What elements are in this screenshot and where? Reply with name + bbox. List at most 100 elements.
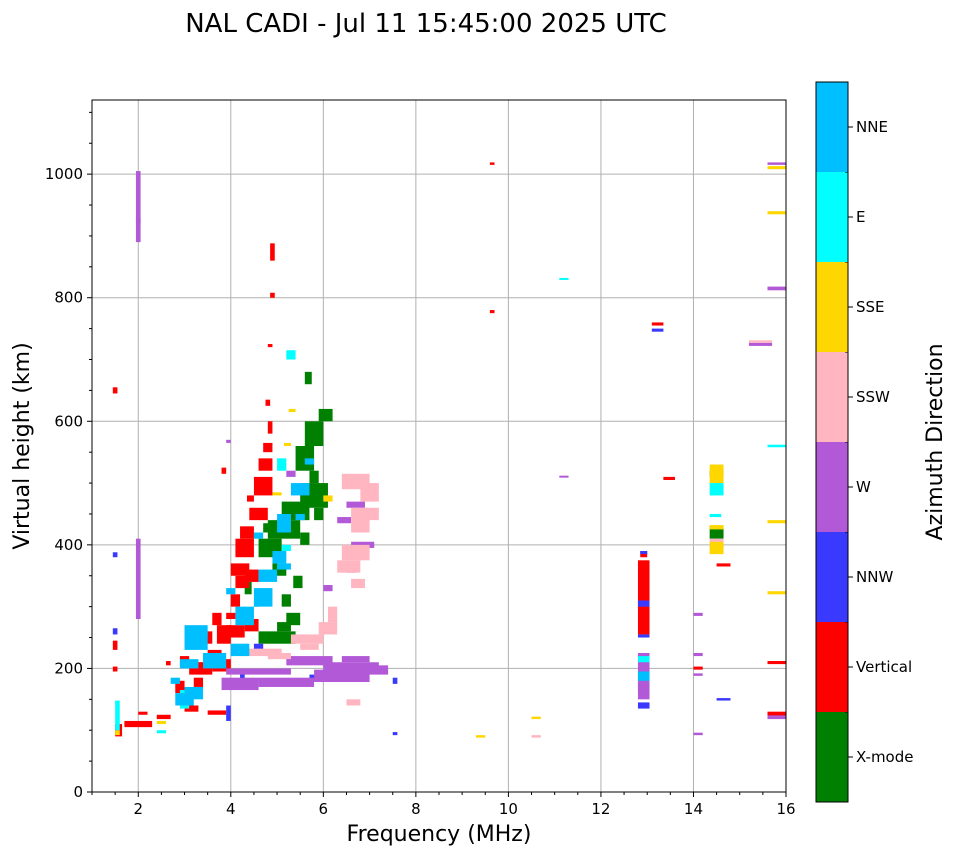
echo-trace <box>640 551 648 555</box>
series-nne <box>170 458 650 706</box>
echo-trace <box>112 666 118 672</box>
echo-trace <box>115 730 120 736</box>
colorbar-label-x-mode: X-mode <box>856 748 913 766</box>
echo-trace <box>230 643 250 657</box>
echo-trace <box>323 495 333 502</box>
echo-trace <box>253 532 264 539</box>
echo-trace <box>290 483 310 496</box>
echo-trace <box>277 563 291 570</box>
echo-trace <box>346 665 389 675</box>
echo-trace <box>221 467 227 474</box>
echo-trace <box>290 634 324 644</box>
series-sse <box>115 166 786 738</box>
echo-trace <box>748 342 773 346</box>
echo-trace <box>270 292 275 298</box>
echo-trace <box>175 680 185 694</box>
echo-trace <box>156 714 171 720</box>
echo-trace <box>318 622 338 635</box>
echo-trace <box>767 661 786 665</box>
echo-trace <box>346 699 361 706</box>
echo-trace <box>637 634 650 638</box>
echo-trace <box>767 715 786 720</box>
echo-trace <box>293 575 303 589</box>
echo-trace <box>267 652 291 660</box>
echo-trace <box>693 652 703 657</box>
x-tick-label: 8 <box>411 800 421 818</box>
y-axis-ticks: 0 200 400 600 800 1000 <box>45 111 92 801</box>
series-x-mode <box>244 371 724 644</box>
echo-trace <box>235 606 254 626</box>
echo-trace <box>244 569 259 582</box>
echo-trace <box>253 588 273 607</box>
echo-trace <box>559 277 569 280</box>
y-tick-label: 0 <box>73 783 83 801</box>
echo-trace <box>309 470 319 484</box>
echo-trace <box>226 439 231 443</box>
echo-trace <box>392 732 398 736</box>
colorbar-label: Azimuth Direction <box>923 343 948 540</box>
echo-trace <box>637 656 650 663</box>
echo-trace <box>265 399 271 406</box>
echo-trace <box>304 371 312 385</box>
x-axis-label: Frequency (MHz) <box>347 822 532 847</box>
echo-trace <box>277 458 287 471</box>
echo-trace <box>693 673 703 676</box>
echo-trace <box>212 612 222 626</box>
echo-trace <box>270 243 275 261</box>
echo-trace <box>748 340 773 343</box>
colorbar-swatch <box>816 352 848 442</box>
echo-trace <box>314 507 324 521</box>
echo-trace <box>767 444 786 448</box>
series-vertical <box>112 162 786 737</box>
echo-trace <box>240 671 245 681</box>
colorbar-swatch <box>816 82 848 172</box>
echo-trace <box>184 686 204 700</box>
echo-trace <box>272 492 282 496</box>
echo-trace <box>637 671 650 681</box>
echo-trace <box>637 702 650 709</box>
echo-trace <box>263 523 275 533</box>
echo-trace <box>170 677 180 684</box>
y-tick-label: 800 <box>54 289 83 307</box>
y-tick-label: 200 <box>54 659 83 677</box>
echo-trace <box>637 600 650 607</box>
echo-trace <box>249 507 268 521</box>
echo-trace <box>709 464 724 484</box>
echo-trace <box>226 588 236 595</box>
echo-trace <box>138 711 148 715</box>
echo-trace <box>346 501 365 508</box>
echo-trace <box>709 483 724 496</box>
echo-trace <box>337 560 361 573</box>
echo-trace <box>318 408 333 422</box>
echo-trace <box>277 622 291 632</box>
echo-trace <box>263 442 273 453</box>
y-tick-label: 400 <box>54 536 83 554</box>
echo-trace <box>258 677 315 687</box>
x-axis-ticks: 2 4 6 8 10 12 14 16 <box>91 792 796 818</box>
grid-lines <box>92 100 787 793</box>
echo-trace <box>198 631 208 638</box>
echo-trace <box>226 705 231 721</box>
echo-trace <box>124 720 153 728</box>
echo-trace <box>716 698 731 701</box>
echo-trace <box>244 581 252 595</box>
echo-trace <box>112 552 118 558</box>
x-tick-label: 12 <box>591 800 610 818</box>
y-tick-label: 1000 <box>45 165 83 183</box>
echo-trace <box>767 520 786 524</box>
echo-trace <box>327 606 338 623</box>
echo-trace <box>360 483 379 502</box>
colorbar-label-nne: NNE <box>856 118 888 136</box>
echo-trace <box>767 591 786 595</box>
echo-trace <box>240 526 254 539</box>
echo-trace <box>112 628 118 635</box>
echo-trace <box>156 730 167 734</box>
x-tick-label: 16 <box>776 800 795 818</box>
echo-trace <box>709 541 724 555</box>
echo-trace <box>284 442 291 446</box>
echo-trace <box>193 677 204 687</box>
echo-trace <box>221 677 259 691</box>
echo-trace <box>341 544 370 561</box>
echo-trace <box>767 711 786 717</box>
